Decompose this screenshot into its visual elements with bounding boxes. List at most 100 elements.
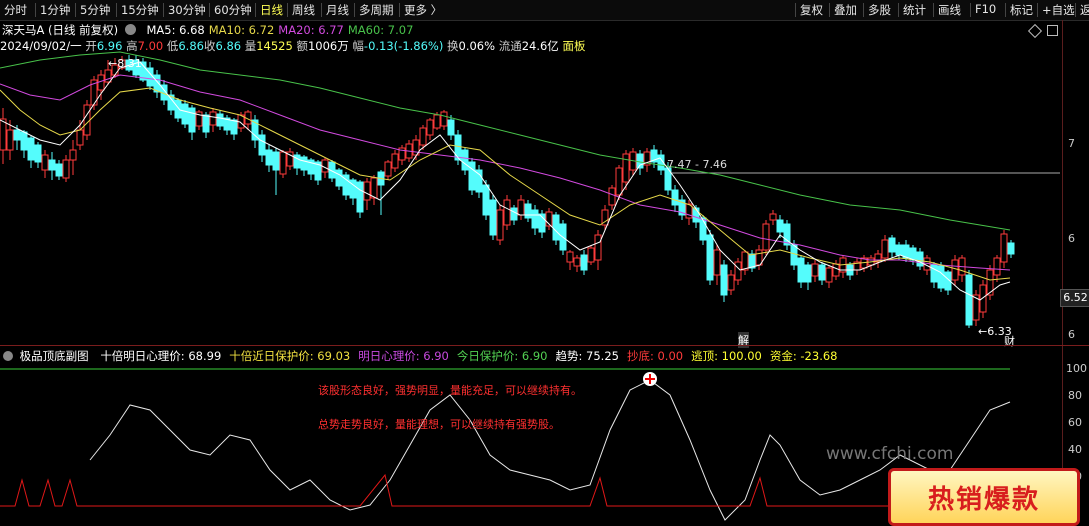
toolbar-button-6[interactable]: 标记 [1010, 3, 1033, 17]
period-tab-1[interactable]: 1分钟 [40, 3, 71, 17]
period-tab-6[interactable]: 日线 [260, 3, 283, 17]
toolbar-separator [1005, 3, 1006, 17]
window-toggle-icon[interactable] [1047, 25, 1058, 36]
candle-body [783, 223, 791, 246]
candle-body [265, 149, 273, 166]
toolbar-button-3[interactable]: 统计 [903, 3, 926, 17]
period-tab-10[interactable]: 更多 〉 [404, 3, 443, 17]
toolbar-button-2[interactable]: 多股 [868, 3, 891, 17]
candle-body [951, 259, 959, 281]
toolbar-button-1[interactable]: 叠加 [834, 3, 857, 17]
candle-body [496, 209, 504, 241]
high-label: 高 [126, 39, 138, 53]
candle-body [370, 177, 378, 199]
candle-body [825, 267, 833, 283]
toolbar-button-5[interactable]: F10 [975, 2, 997, 16]
period-tab-2[interactable]: 5分钟 [80, 3, 111, 17]
candle-body [419, 127, 427, 146]
panel-link[interactable]: 面板 [562, 39, 586, 53]
candle-body [272, 151, 280, 171]
ohlc-info-line: 2024/09/02/一 开6.96 高7.00 低6.86收6.86 量145… [0, 38, 586, 53]
candle-body [552, 214, 560, 241]
candle-body [685, 203, 693, 219]
candle-body [720, 264, 728, 296]
candle-body [608, 187, 616, 206]
indicator-header: 极品顶底副图 十倍明日心理价: 68.99 十倍近日保护价: 69.03 明日心理价… [0, 348, 837, 364]
stock-name[interactable]: 深天马A [2, 23, 45, 37]
candle-body [48, 159, 56, 171]
stock-info-line: 深天马A (日线 前复权) MA5: 6.68 MA10: 6.72 MA20: 6… [2, 22, 413, 37]
amount-label: 额 [296, 39, 308, 53]
candle-body [895, 244, 903, 256]
jie-marker[interactable]: 解 [738, 332, 749, 348]
candle-body [384, 161, 392, 177]
period-tab-9[interactable]: 多周期 [359, 3, 394, 17]
candle-body [76, 129, 84, 146]
candle-body [790, 244, 798, 266]
candle-body [475, 169, 483, 193]
axis-tick-6-lower: 6 [1068, 328, 1075, 341]
candle-body [671, 189, 679, 206]
candle-body [678, 199, 686, 216]
ma60-line [0, 51, 1011, 231]
candle-body [6, 129, 14, 151]
toolbar-separator [1037, 3, 1038, 17]
toolbar-button-4[interactable]: 画线 [938, 3, 961, 17]
toolbar-separator [399, 3, 400, 17]
trend-line [89, 379, 1011, 521]
ma-toggle-icon[interactable] [124, 24, 136, 35]
candle-body [230, 119, 238, 135]
promo-badge-text: 热销爆款 [927, 485, 1040, 515]
period-tab-7[interactable]: 周线 [292, 3, 315, 17]
toolbar-button-8[interactable]: 返 [1080, 3, 1089, 17]
range-label: 7.47 - 7.46 [667, 158, 727, 171]
toolbar-separator [116, 3, 117, 17]
period-tab-4[interactable]: 30分钟 [168, 3, 206, 17]
indicator-value-5: 0.00 [653, 349, 684, 363]
candle-body [699, 217, 707, 241]
cai-marker[interactable]: 财 [1004, 335, 1015, 348]
candle-body [27, 137, 35, 161]
period-tab-3[interactable]: 15分钟 [121, 3, 159, 17]
promo-badge[interactable]: 热销爆款 [888, 468, 1080, 526]
candle-body [538, 213, 546, 233]
candle-body [20, 131, 28, 151]
candle-body [804, 264, 812, 283]
candle-body [874, 253, 882, 263]
toolbar-button-7[interactable]: +自选 [1042, 3, 1075, 17]
amount-value: 1006万 [307, 39, 349, 53]
candle-body [580, 254, 588, 271]
candle-body [776, 219, 784, 233]
candle-body [104, 69, 112, 83]
high-marker-value: 8.31 [117, 57, 142, 70]
indicator-label-6: 逃顶: [691, 349, 718, 363]
candle-body [741, 251, 749, 271]
chart-mode[interactable]: (日线 前复权) [48, 23, 119, 37]
watermark: www.cfchi.com [826, 444, 954, 464]
sub-axis-80: 80 [1068, 389, 1082, 402]
candle-body [454, 134, 462, 161]
period-tab-0[interactable]: 分时 [4, 3, 27, 17]
period-tab-8[interactable]: 月线 [326, 3, 349, 17]
candle-body [300, 156, 308, 171]
toolbar-button-0[interactable]: 复权 [800, 3, 823, 17]
candle-body [447, 119, 455, 136]
ma-value-0: 6.68 [175, 23, 205, 37]
indicator-value-6: 100.00 [717, 349, 762, 363]
indicator-label-5: 抄底: [626, 349, 654, 363]
indicator-toggle-icon[interactable] [3, 351, 13, 361]
candle-body [727, 274, 735, 291]
candle-body [1007, 242, 1015, 255]
toolbar-separator [163, 3, 164, 17]
price-axis [1062, 20, 1089, 524]
period-tab-5[interactable]: 60分钟 [214, 3, 252, 17]
high-value: 7.00 [137, 39, 164, 53]
toolbar-separator [863, 3, 864, 17]
candle-body [433, 114, 441, 129]
ma-label-1: MA10: [208, 23, 246, 37]
toolbar-separator [898, 3, 899, 17]
candle-body [13, 129, 21, 141]
indicator-label-2: 明日心理价: [358, 349, 420, 363]
indicator-name[interactable]: 极品顶底副图 [19, 349, 89, 363]
